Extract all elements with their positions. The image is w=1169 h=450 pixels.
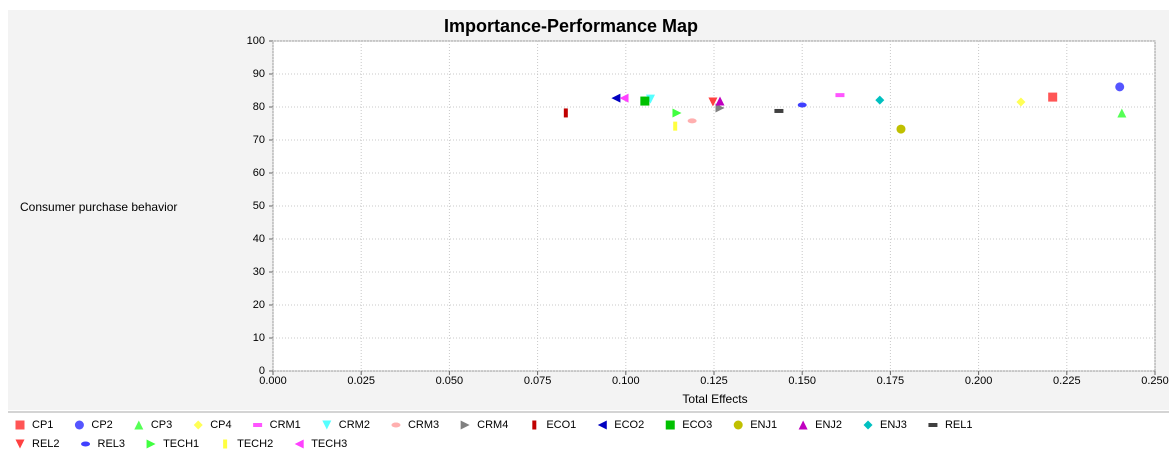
- x-tick-label: 0.025: [347, 375, 375, 387]
- y-tick-label: 100: [247, 35, 265, 47]
- legend-label: ENJ2: [815, 419, 842, 431]
- point: [1115, 82, 1125, 92]
- legend-label: CRM1: [270, 419, 301, 431]
- legend-marker: [294, 439, 304, 449]
- point: [715, 103, 725, 113]
- legend-marker: [15, 420, 25, 430]
- x-tick-label: 0.000: [259, 375, 287, 387]
- y-tick-label: 70: [253, 134, 265, 146]
- legend-marker: [460, 420, 470, 430]
- point: [1117, 108, 1127, 118]
- y-tick-label: 50: [253, 200, 265, 212]
- legend-marker: [253, 423, 263, 427]
- x-tick-label: 0.225: [1053, 375, 1081, 387]
- x-tick-label: 0.250: [1141, 375, 1169, 387]
- x-tick-label: 0.050: [436, 375, 464, 387]
- legend-label: CP1: [32, 419, 53, 431]
- point: [708, 97, 718, 107]
- legend-label: ECO1: [546, 419, 576, 431]
- point: [835, 93, 845, 98]
- x-tick-label: 0.175: [877, 375, 905, 387]
- y-tick-label: 90: [253, 68, 265, 80]
- point: [640, 96, 650, 106]
- legend-label: REL1: [945, 419, 973, 431]
- point: [715, 96, 725, 106]
- point: [687, 118, 697, 124]
- x-axis-label: Total Effects: [682, 392, 747, 406]
- legend-label: CP4: [210, 419, 231, 431]
- legend-marker: [863, 420, 873, 430]
- legend-marker: [146, 439, 156, 449]
- legend-label: ECO3: [682, 419, 712, 431]
- legend-marker: [391, 422, 401, 428]
- point: [673, 121, 678, 131]
- x-tick-label: 0.075: [524, 375, 552, 387]
- legend-marker: [322, 420, 332, 430]
- y-tick-label: 30: [253, 266, 265, 278]
- legend-marker: [81, 441, 91, 447]
- x-tick-label: 0.150: [788, 375, 816, 387]
- y-axis-label: Consumer purchase behavior: [20, 200, 177, 214]
- chart-title: Importance-Performance Map: [444, 16, 698, 36]
- legend-label: REL2: [32, 438, 60, 450]
- point: [619, 93, 629, 103]
- legend-marker: [193, 420, 203, 430]
- legend-marker: [733, 420, 743, 430]
- legend-marker: [223, 439, 228, 449]
- legend-marker: [134, 420, 144, 430]
- point: [875, 95, 885, 105]
- point: [672, 108, 682, 118]
- legend-label: CP3: [151, 419, 172, 431]
- legend-label: CRM2: [339, 419, 370, 431]
- point: [797, 102, 807, 108]
- point: [1048, 92, 1058, 102]
- legend-label: ECO2: [614, 419, 644, 431]
- y-tick-label: 20: [253, 299, 265, 311]
- y-tick-label: 40: [253, 233, 265, 245]
- legend-marker: [798, 420, 808, 430]
- y-tick-label: 60: [253, 167, 265, 179]
- legend-label: TECH3: [311, 438, 347, 450]
- point: [896, 124, 906, 134]
- legend-label: CP2: [91, 419, 112, 431]
- legend-label: ENJ3: [880, 419, 907, 431]
- y-tick-label: 0: [259, 365, 265, 377]
- point: [1016, 97, 1026, 107]
- y-tick-label: 80: [253, 101, 265, 113]
- legend-marker: [74, 420, 84, 430]
- y-tick-label: 10: [253, 332, 265, 344]
- legend-label: CRM4: [477, 419, 508, 431]
- legend-label: REL3: [98, 438, 126, 450]
- legend-marker: [665, 420, 675, 430]
- point: [611, 93, 621, 103]
- legend-label: CRM3: [408, 419, 439, 431]
- legend-marker: [15, 439, 25, 449]
- x-tick-label: 0.100: [612, 375, 640, 387]
- legend-marker: [532, 420, 537, 430]
- point: [774, 108, 784, 113]
- point: [563, 108, 568, 118]
- legend-label: TECH1: [163, 438, 199, 450]
- legend-label: TECH2: [237, 438, 273, 450]
- x-tick-label: 0.200: [965, 375, 993, 387]
- legend-marker: [597, 420, 607, 430]
- x-tick-label: 0.125: [700, 375, 728, 387]
- legend-marker: [928, 423, 938, 427]
- legend-label: ENJ1: [750, 419, 777, 431]
